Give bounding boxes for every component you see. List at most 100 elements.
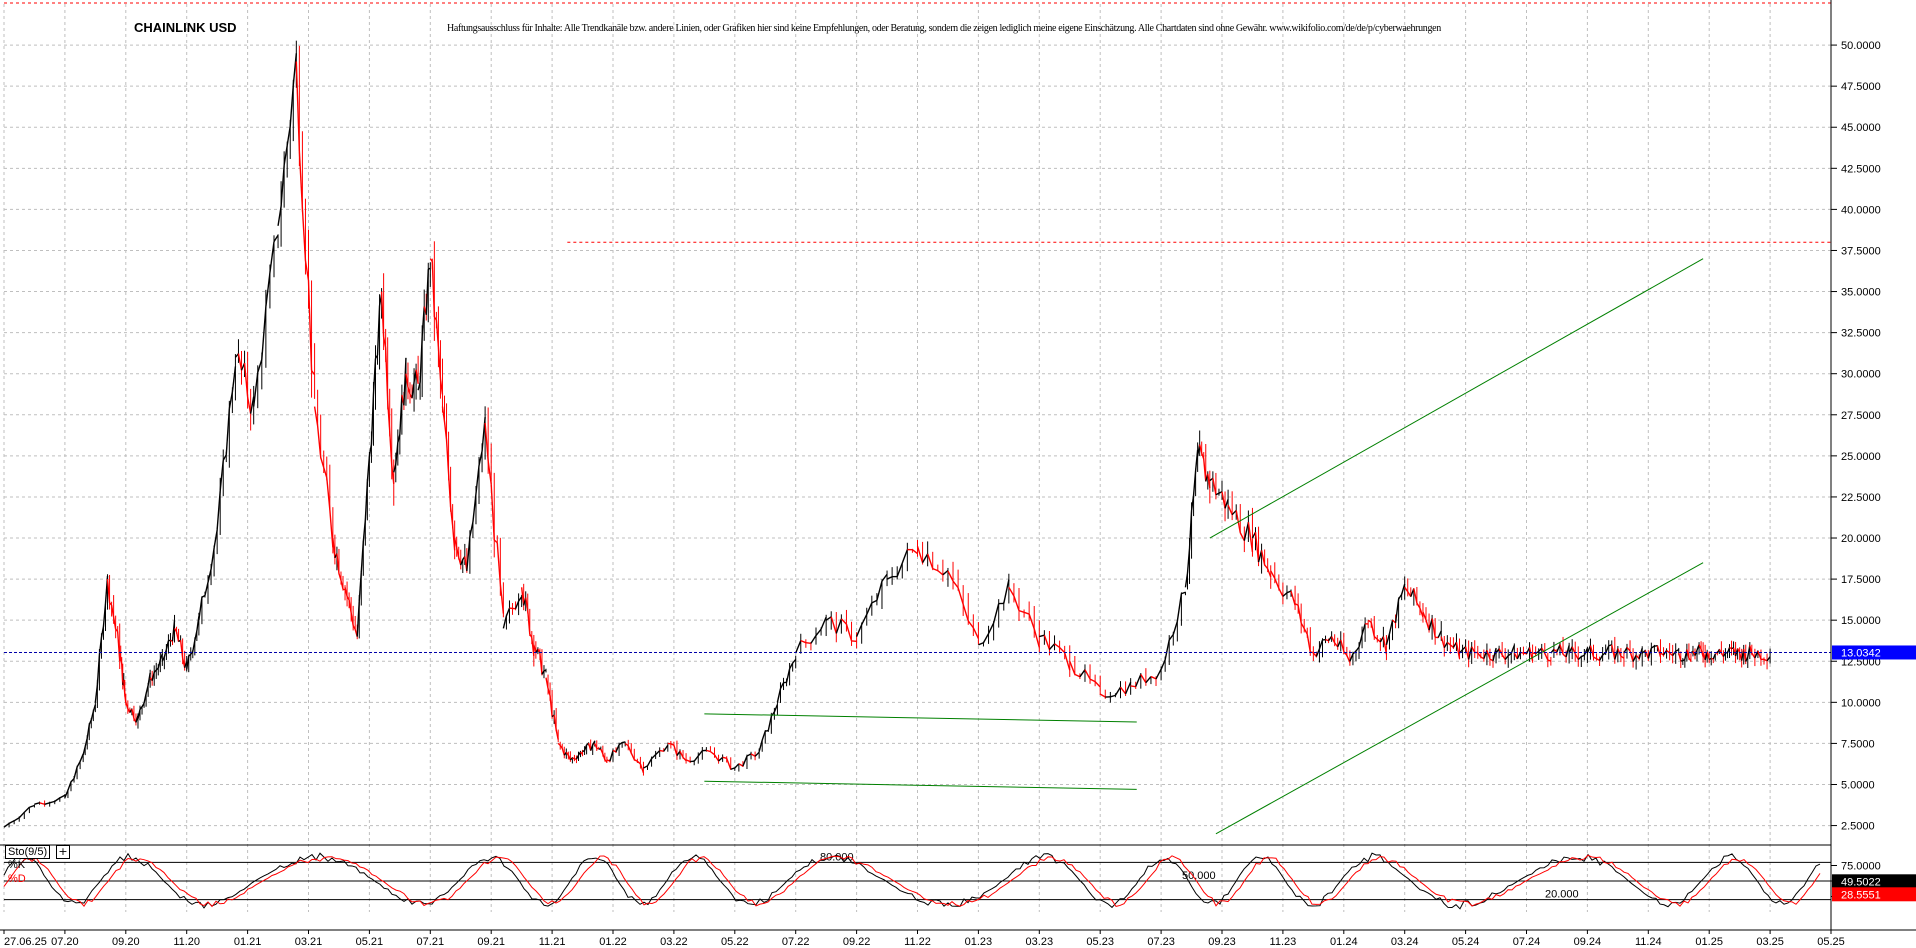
price-segment (1672, 650, 1677, 657)
current-price-label: 13.0342 (1841, 647, 1881, 659)
price-segment (34, 802, 40, 805)
price-segment (1003, 579, 1010, 604)
price-segment (237, 353, 243, 371)
price-segment (1340, 639, 1345, 652)
price-segment (1099, 693, 1106, 698)
price-segment (1428, 618, 1433, 631)
price-segment (496, 542, 502, 585)
price-segment (1337, 639, 1342, 648)
price-segment (761, 730, 766, 741)
price-segment (225, 408, 231, 455)
stoch-tick-label: 75.0000 (1841, 861, 1881, 873)
price-segment (1172, 621, 1179, 635)
price-segment (198, 597, 203, 621)
x-tick-label: 01.24 (1330, 936, 1358, 948)
price-segment (1486, 650, 1491, 660)
price-segment (825, 616, 832, 621)
price-segment (987, 622, 995, 634)
price-segment (1064, 652, 1071, 671)
price-segment (663, 744, 669, 752)
price-segment (624, 742, 629, 747)
x-tick-label: 09.20 (112, 936, 140, 948)
price-segment (1507, 652, 1512, 657)
price-segment (44, 802, 50, 805)
price-segment (1023, 611, 1030, 615)
price-segment (1325, 638, 1329, 642)
price-segment (73, 766, 78, 779)
d-value-label: 28.5551 (1841, 889, 1881, 901)
price-segment (201, 594, 206, 598)
price-segment (502, 615, 508, 629)
y-tick-label: 27.5000 (1841, 410, 1881, 422)
indicator-add-button[interactable]: + (56, 845, 70, 859)
trend-line (1215, 562, 1704, 835)
price-segment (795, 640, 802, 654)
price-segment (815, 628, 822, 636)
y-tick-label: 47.5000 (1841, 81, 1881, 93)
x-tick-label: 03.25 (1756, 936, 1784, 948)
price-segment (1544, 653, 1549, 661)
price-segment (29, 804, 35, 808)
price-segment (722, 756, 727, 759)
price-segment (1294, 603, 1299, 606)
price-segment (1164, 639, 1170, 660)
price-segment (54, 797, 61, 802)
price-segment (295, 61, 301, 152)
price-segment (514, 600, 520, 609)
price-segment (310, 370, 316, 376)
x-tick-label: 09.22 (843, 936, 871, 948)
price-segment (298, 151, 304, 209)
price-segment (800, 639, 807, 644)
price-segment (750, 753, 756, 757)
price-segment (710, 751, 715, 756)
y-tick-label: 22.5000 (1841, 492, 1881, 504)
x-tick-label: 11.20 (173, 936, 200, 948)
price-segment (636, 760, 641, 765)
price-segment (216, 490, 221, 530)
price-segment (896, 562, 903, 577)
price-segment (1513, 652, 1518, 660)
price-segment (1346, 655, 1351, 663)
price-segment (1370, 622, 1375, 637)
price-segment (1114, 686, 1122, 696)
y-tick-label: 45.0000 (1841, 122, 1881, 134)
price-segment (64, 789, 69, 798)
price-segment (1528, 647, 1534, 662)
price-series (3, 40, 1771, 828)
k-value-label: 49.5022 (1841, 876, 1881, 888)
price-segment (246, 396, 252, 414)
stoch-k-line (3, 852, 1821, 910)
price-segment (618, 742, 623, 746)
price-segment (926, 553, 934, 569)
x-tick-label: 05.21 (356, 936, 384, 948)
k-label: %K (8, 859, 26, 871)
price-segment (947, 570, 954, 582)
price-segment (1257, 550, 1263, 563)
y-tick-label: 30.0000 (1841, 369, 1881, 381)
price-segment (937, 570, 944, 576)
price-segment (273, 234, 279, 243)
price-segment (1286, 590, 1292, 594)
price-segment (1358, 634, 1363, 648)
disclaimer-text: Haftungsausschluss für Inhalte: Alle Tre… (447, 23, 1441, 34)
price-segment (693, 755, 699, 762)
price-segment (1300, 622, 1305, 629)
price-segment (967, 620, 974, 629)
price-segment (609, 750, 614, 762)
price-segment (1282, 592, 1288, 597)
price-segment (1565, 645, 1570, 658)
price-segment (1620, 655, 1625, 659)
chart-title: CHAINLINK USD (134, 20, 237, 35)
stoch-level-label: 20.000 (1545, 889, 1579, 901)
indicator-name[interactable]: Sto(9/5) (5, 845, 51, 859)
y-tick-label: 15.0000 (1841, 615, 1881, 627)
price-segment (1464, 646, 1470, 660)
price-segment (1247, 522, 1254, 552)
price-segment (1483, 650, 1488, 659)
price-segment (1605, 645, 1610, 654)
price-segment (651, 754, 657, 760)
price-segment (1559, 644, 1564, 655)
y-tick-label: 5.0000 (1841, 779, 1875, 791)
price-segment (313, 406, 319, 427)
